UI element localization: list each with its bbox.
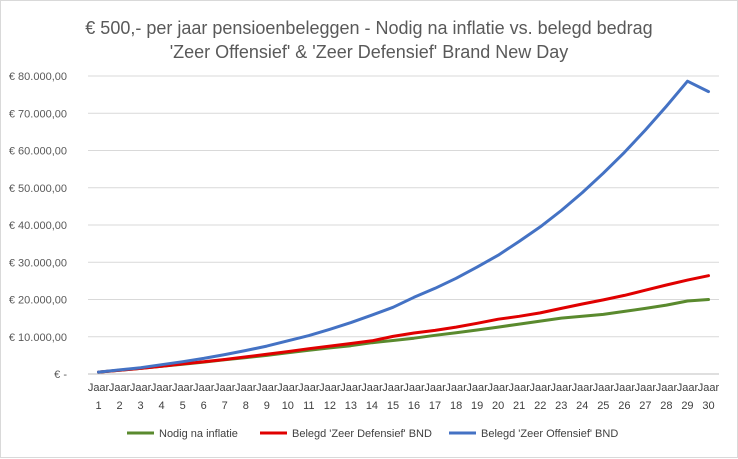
- x-tick-label: 27: [639, 400, 651, 412]
- chart-title-line-2: 'Zeer Offensief' & 'Zeer Defensief' Bran…: [170, 42, 569, 62]
- x-tick-prefix: Jaar: [424, 382, 446, 394]
- gridlines: [88, 75, 719, 375]
- x-tick-label: 24: [576, 400, 588, 412]
- x-tick-label: 6: [201, 400, 207, 412]
- x-tick-label: 14: [366, 400, 378, 412]
- legend-label: Nodig na inflatie: [159, 428, 238, 440]
- x-tick-label: 23: [555, 400, 567, 412]
- y-tick-label: € 10.000,00: [9, 332, 67, 344]
- series-line-2: [97, 274, 710, 374]
- series-lines: [97, 79, 710, 374]
- x-tick-label: 16: [408, 400, 420, 412]
- x-tick-label: 7: [222, 400, 228, 412]
- x-tick-label: 28: [660, 400, 672, 412]
- x-tick-prefix: Jaar: [572, 382, 594, 394]
- x-tick-label: 25: [597, 400, 609, 412]
- x-tick-label: 30: [702, 400, 714, 412]
- x-tick-prefix: Jaar: [88, 382, 110, 394]
- x-tick-prefix: Jaar: [172, 382, 194, 394]
- y-tick-label: € 20.000,00: [9, 295, 67, 307]
- x-tick-prefix: Jaar: [109, 382, 131, 394]
- x-tick-prefix: Jaar: [593, 382, 615, 394]
- x-tick-prefix: Jaar: [530, 382, 552, 394]
- y-tick-label: € 30.000,00: [9, 257, 67, 269]
- x-tick-prefix: Jaar: [698, 382, 720, 394]
- y-axis-ticks: € - € 10.000,00 € 20.000,00 € 30.000,00 € 40…: [9, 71, 67, 381]
- x-tick-prefix: Jaar: [361, 382, 383, 394]
- x-tick-prefix: Jaar: [551, 382, 573, 394]
- x-tick-label: 9: [264, 400, 270, 412]
- x-tick-label: 17: [429, 400, 441, 412]
- legend-label: Belegd 'Zeer Defensief' BND: [292, 428, 432, 440]
- x-tick-prefix: Jaar: [635, 382, 657, 394]
- x-tick-label: 29: [681, 400, 693, 412]
- x-tick-prefix: Jaar: [677, 382, 699, 394]
- x-tick-label: 22: [534, 400, 546, 412]
- x-tick-prefix: Jaar: [656, 382, 678, 394]
- y-tick-label: € 50.000,00: [9, 183, 67, 195]
- x-tick-label: 12: [324, 400, 336, 412]
- x-tick-label: 20: [492, 400, 504, 412]
- y-tick-label: € -: [54, 369, 67, 381]
- y-tick-label: € 70.000,00: [9, 108, 67, 120]
- x-tick-label: 18: [450, 400, 462, 412]
- y-tick-label: € 60.000,00: [9, 146, 67, 158]
- x-tick-label: 15: [387, 400, 399, 412]
- legend-label: Belegd 'Zeer Offensief' BND: [481, 428, 618, 440]
- x-tick-prefix: Jaar: [466, 382, 488, 394]
- x-tick-label: 26: [618, 400, 630, 412]
- x-tick-prefix: Jaar: [614, 382, 636, 394]
- y-tick-label: € 80.000,00: [9, 71, 67, 83]
- x-tick-prefix: Jaar: [277, 382, 299, 394]
- x-tick-label: 19: [471, 400, 483, 412]
- x-tick-label: 4: [159, 400, 165, 412]
- x-tick-label: 5: [180, 400, 186, 412]
- x-tick-prefix: Jaar: [130, 382, 152, 394]
- x-tick-label: 11: [303, 400, 314, 412]
- chart-title-line-1: € 500,- per jaar pensioenbeleggen - Nodi…: [85, 18, 652, 38]
- x-tick-prefix: Jaar: [151, 382, 173, 394]
- x-axis-ticks: Jaar 1 Jaar 2 Jaar 3 Jaar 4 Jaar 5 Jaar 6 Jaar 7 Jaar 8…: [88, 382, 720, 412]
- legend: Nodig na inflatie Belegd 'Zeer Defensief'…: [127, 428, 618, 440]
- x-tick-prefix: Jaar: [319, 382, 341, 394]
- x-tick-label: 21: [513, 400, 525, 412]
- x-tick-prefix: Jaar: [382, 382, 404, 394]
- x-tick-prefix: Jaar: [403, 382, 425, 394]
- x-tick-prefix: Jaar: [214, 382, 236, 394]
- x-tick-prefix: Jaar: [298, 382, 320, 394]
- x-tick-label: 1: [95, 400, 101, 412]
- y-tick-label: € 40.000,00: [9, 220, 67, 232]
- x-tick-label: 10: [282, 400, 294, 412]
- series-line-3: [97, 79, 710, 374]
- x-tick-label: 2: [116, 400, 122, 412]
- x-tick-label: 3: [138, 400, 144, 412]
- x-tick-prefix: Jaar: [235, 382, 257, 394]
- x-tick-label: 13: [345, 400, 357, 412]
- x-tick-prefix: Jaar: [340, 382, 362, 394]
- x-tick-prefix: Jaar: [487, 382, 509, 394]
- x-tick-label: 8: [243, 400, 249, 412]
- x-tick-prefix: Jaar: [256, 382, 278, 394]
- x-tick-prefix: Jaar: [445, 382, 467, 394]
- x-tick-prefix: Jaar: [193, 382, 215, 394]
- x-tick-prefix: Jaar: [508, 382, 530, 394]
